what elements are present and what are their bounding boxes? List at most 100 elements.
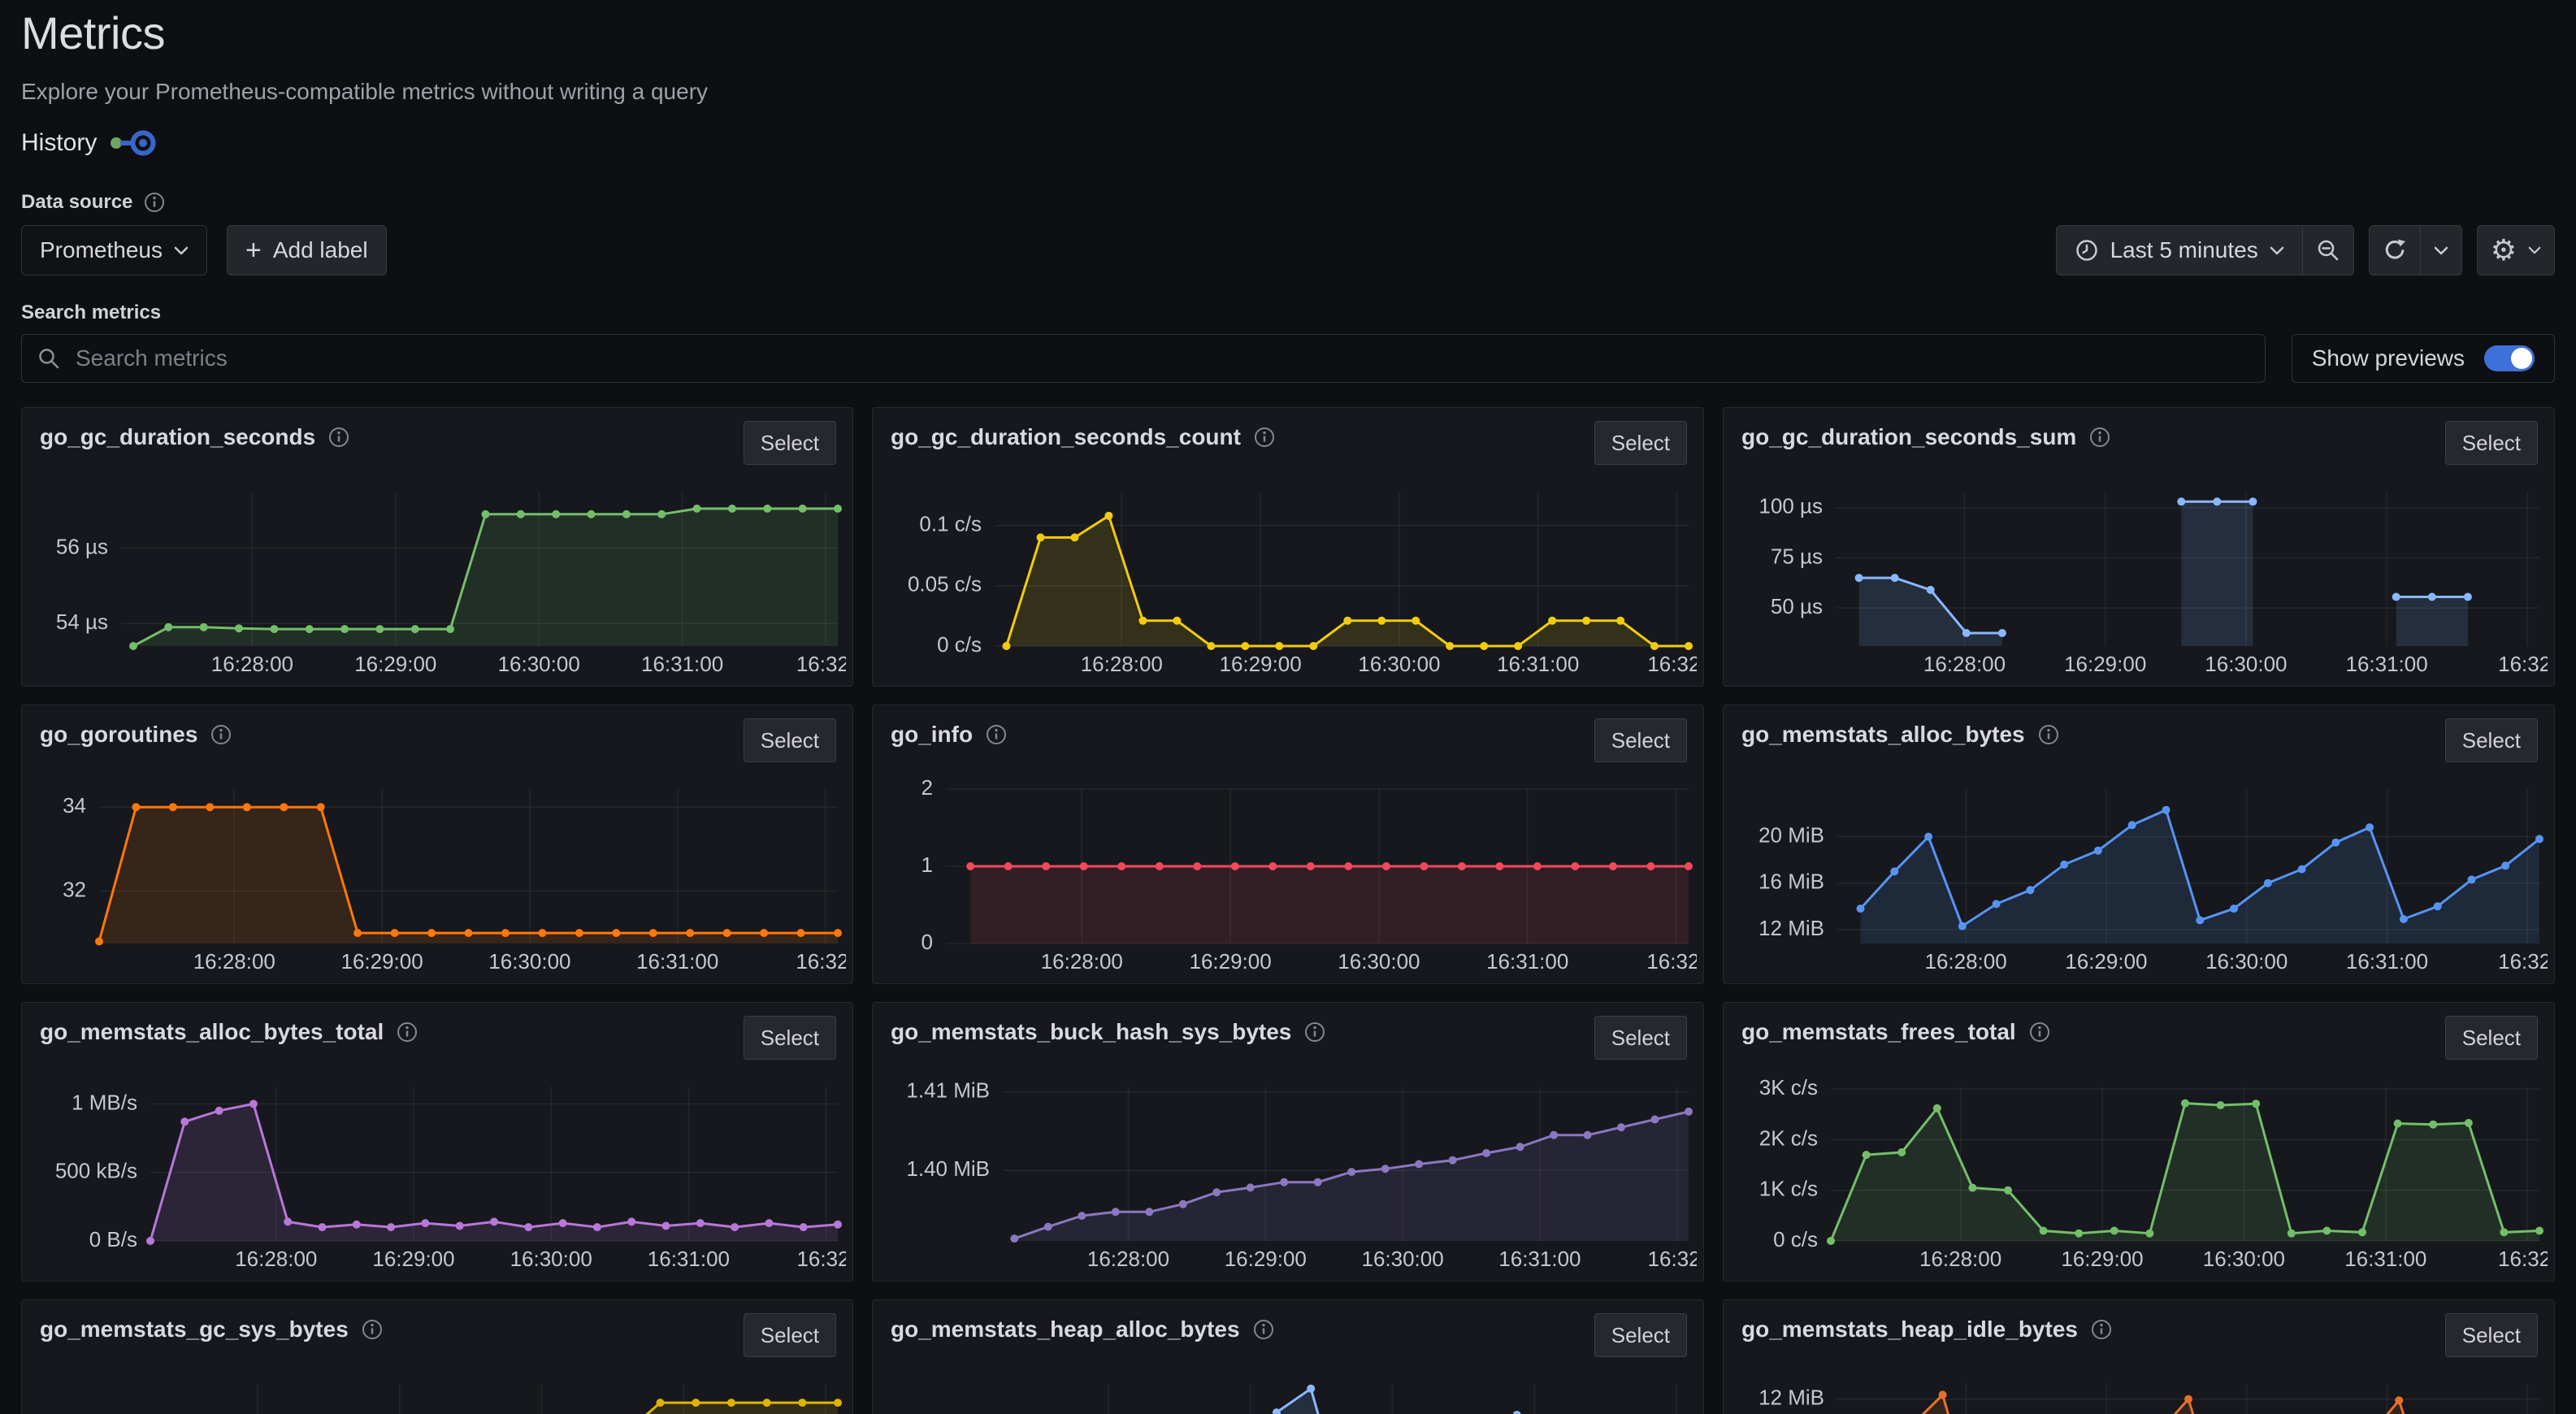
metric-panel-go_memstats_alloc_bytes: go_memstats_alloc_bytes Select 16:28:00 1… [1723, 705, 2555, 984]
refresh-icon [2385, 239, 2405, 259]
metric-chart[interactable]: 16:28:0016:29:0016:30:0016:31:0016:32:12… [1732, 777, 2548, 980]
svg-text:500 kB/s: 500 kB/s [55, 1159, 137, 1183]
metric-chart[interactable]: 16:28:00 16:29:00 16:30:00 16:31:00 16:32: 50… [1732, 479, 2548, 683]
svg-text:100 µs: 100 µs [1759, 494, 1823, 518]
select-button[interactable]: Select [2444, 1313, 2538, 1357]
svg-text:16:31:00: 16:31:00 [2346, 949, 2428, 974]
add-label-button[interactable]: + Add label [226, 225, 387, 275]
svg-text:16:32:: 16:32: [1646, 949, 1697, 974]
svg-text:0: 0 [922, 930, 933, 954]
svg-text:16:29:00: 16:29:00 [372, 1247, 454, 1271]
refresh-group [2368, 225, 2462, 275]
refresh-button[interactable] [2368, 225, 2421, 275]
svg-text:16:29:00: 16:29:00 [2065, 949, 2147, 974]
svg-text:16:28:00: 16:28:00 [211, 652, 293, 676]
svg-text:16:29:00: 16:29:00 [340, 949, 423, 974]
info-icon[interactable] [2091, 1319, 2112, 1340]
select-button[interactable]: Select [2444, 421, 2538, 465]
show-previews-toggle[interactable] [2484, 345, 2535, 371]
info-icon[interactable] [2089, 427, 2110, 448]
metric-chart[interactable]: 16:28:0016:29:0016:30:0016:31:0016:32:12… [1732, 1372, 2548, 1414]
info-icon[interactable] [1253, 1319, 1274, 1340]
settings-button[interactable]: ⚙ [2476, 225, 2555, 275]
info-icon[interactable] [397, 1021, 418, 1043]
svg-text:0 B/s: 0 B/s [89, 1227, 137, 1251]
info-icon[interactable] [986, 724, 1007, 745]
metric-chart[interactable]: 16:28:00 16:29:00 16:30:00 16:31:00 16:32: 0 … [1732, 1074, 2548, 1277]
metric-name: go_memstats_buck_hash_sys_bytes [891, 1019, 1292, 1044]
svg-text:16:31:00: 16:31:00 [641, 652, 723, 676]
search-input[interactable] [21, 334, 2266, 383]
svg-text:16:28:00: 16:28:00 [1919, 1247, 2001, 1271]
metric-chart[interactable]: 16:28:00 16:29:00 16:30:00 16:31:00 16:32: 1.… [881, 1074, 1697, 1277]
metric-panel-go_gc_duration_seconds_count: go_gc_duration_seconds_count Select 16:2… [872, 407, 1704, 687]
svg-text:1.40 MiB: 1.40 MiB [906, 1156, 990, 1181]
info-icon[interactable] [1304, 1021, 1325, 1043]
select-button[interactable]: Select [2444, 718, 2538, 762]
metric-panel-go_memstats_gc_sys_bytes: go_memstats_gc_sys_bytes Select 16:28:00… [21, 1299, 853, 1414]
select-button[interactable]: Select [1594, 718, 1687, 762]
svg-text:16:30:00: 16:30:00 [1358, 652, 1440, 676]
svg-text:16:30:00: 16:30:00 [1361, 1247, 1443, 1271]
svg-text:75 µs: 75 µs [1771, 544, 1823, 568]
zoom-out-icon [2318, 240, 2338, 261]
info-icon[interactable] [2038, 724, 2059, 745]
metric-chart[interactable]: 16:28:00 16:29:00 16:30:00 16:31:00 16:32: 0 … [881, 479, 1697, 683]
datasource-select[interactable]: Prometheus [21, 225, 207, 275]
page-subtitle: Explore your Prometheus-compatible metri… [21, 79, 709, 104]
select-button[interactable]: Select [743, 1016, 836, 1060]
refresh-interval-dropdown[interactable] [2420, 225, 2462, 275]
svg-text:16:30:00: 16:30:00 [2205, 949, 2288, 974]
svg-text:50 µs: 50 µs [1771, 594, 1823, 618]
svg-text:0 c/s: 0 c/s [1773, 1227, 1818, 1251]
metric-chart[interactable]: 16:28:00 16:29:00 16:30:00 16:31:00 16:32: 32… [30, 777, 846, 980]
select-button[interactable]: Select [743, 718, 836, 762]
svg-text:16:30:00: 16:30:00 [510, 1247, 592, 1271]
svg-text:16:31:00: 16:31:00 [1498, 1247, 1581, 1271]
show-previews-label: Show previews [2311, 345, 2465, 371]
svg-text:16:29:00: 16:29:00 [1219, 652, 1301, 676]
svg-text:16:32:: 16:32: [2498, 949, 2548, 974]
toggle-knob [2511, 348, 2532, 369]
svg-text:16:30:00: 16:30:00 [2203, 1247, 2285, 1271]
metric-name: go_memstats_gc_sys_bytes [40, 1316, 349, 1342]
info-icon[interactable] [2029, 1021, 2050, 1043]
select-button[interactable]: Select [1594, 421, 1687, 465]
info-icon[interactable] [210, 724, 232, 745]
search-icon [39, 349, 59, 369]
svg-text:54 µs: 54 µs [56, 609, 108, 634]
select-button[interactable]: Select [1594, 1313, 1687, 1357]
svg-text:16:32:: 16:32: [2498, 652, 2548, 676]
svg-text:16:28:00: 16:28:00 [1923, 652, 2006, 676]
info-icon[interactable] [144, 192, 165, 213]
history-toggle-icon[interactable] [110, 129, 157, 157]
info-icon[interactable] [1254, 427, 1275, 448]
svg-text:0.1 c/s: 0.1 c/s [919, 511, 982, 536]
svg-text:16:32:: 16:32: [1648, 1247, 1697, 1271]
info-icon[interactable] [362, 1319, 383, 1340]
svg-text:12 MiB: 12 MiB [1759, 1386, 1824, 1410]
select-button[interactable]: Select [2444, 1016, 2538, 1060]
metric-name: go_memstats_alloc_bytes [1741, 722, 2025, 747]
metric-panel-go_gc_duration_seconds: go_gc_duration_seconds Select 16:28:00 16… [21, 407, 853, 687]
time-range-button[interactable]: Last 5 minutes [2055, 225, 2303, 275]
select-button[interactable]: Select [743, 421, 836, 465]
zoom-out-button[interactable] [2302, 225, 2354, 275]
metric-chart[interactable]: 16:28:00 16:29:00 16:30:00 16:31:00 16:32: 0 … [30, 1074, 846, 1277]
svg-text:16:29:00: 16:29:00 [2064, 652, 2146, 676]
select-button[interactable]: Select [1594, 1016, 1687, 1060]
metric-chart[interactable]: 16:28:00 16:29:00 16:30:00 16:31:00 16:32: 54… [30, 479, 846, 683]
chevron-down-icon [174, 246, 189, 254]
metric-panel-go_memstats_heap_idle_bytes: go_memstats_heap_idle_bytes Select 16:28… [1723, 1299, 2555, 1414]
metric-name: go_goroutines [40, 722, 198, 747]
info-icon[interactable] [328, 427, 349, 448]
svg-text:16:29:00: 16:29:00 [1189, 949, 1271, 974]
metric-chart[interactable]: 16:28:00 16:29:00 16:30:00 16:31:00 16:32: 0 1… [881, 777, 1697, 980]
svg-text:16:31:00: 16:31:00 [1497, 652, 1579, 676]
select-button[interactable]: Select [743, 1313, 836, 1357]
clock-icon [2075, 240, 2097, 261]
metric-name: go_memstats_frees_total [1741, 1019, 2016, 1044]
